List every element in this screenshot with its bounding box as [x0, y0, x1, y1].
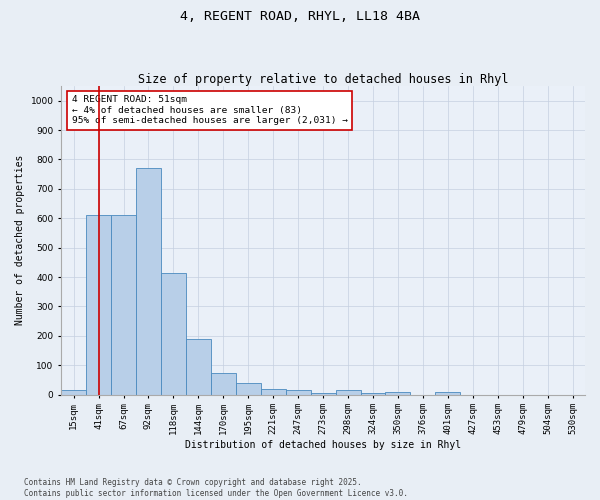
Bar — [436, 392, 460, 394]
Bar — [335, 390, 361, 394]
Title: Size of property relative to detached houses in Rhyl: Size of property relative to detached ho… — [138, 73, 508, 86]
X-axis label: Distribution of detached houses by size in Rhyl: Distribution of detached houses by size … — [185, 440, 461, 450]
Text: Contains HM Land Registry data © Crown copyright and database right 2025.
Contai: Contains HM Land Registry data © Crown c… — [24, 478, 408, 498]
Bar — [286, 390, 311, 394]
Bar — [211, 372, 236, 394]
Bar — [361, 393, 385, 394]
Bar — [261, 388, 286, 394]
Bar — [236, 383, 261, 394]
Bar — [311, 393, 335, 394]
Bar — [61, 390, 86, 394]
Y-axis label: Number of detached properties: Number of detached properties — [15, 155, 25, 326]
Bar — [86, 216, 111, 394]
Text: 4 REGENT ROAD: 51sqm
← 4% of detached houses are smaller (83)
95% of semi-detach: 4 REGENT ROAD: 51sqm ← 4% of detached ho… — [71, 96, 347, 125]
Bar — [136, 168, 161, 394]
Bar — [111, 216, 136, 394]
Text: 4, REGENT ROAD, RHYL, LL18 4BA: 4, REGENT ROAD, RHYL, LL18 4BA — [180, 10, 420, 23]
Bar — [385, 392, 410, 394]
Bar — [186, 338, 211, 394]
Bar — [161, 272, 186, 394]
